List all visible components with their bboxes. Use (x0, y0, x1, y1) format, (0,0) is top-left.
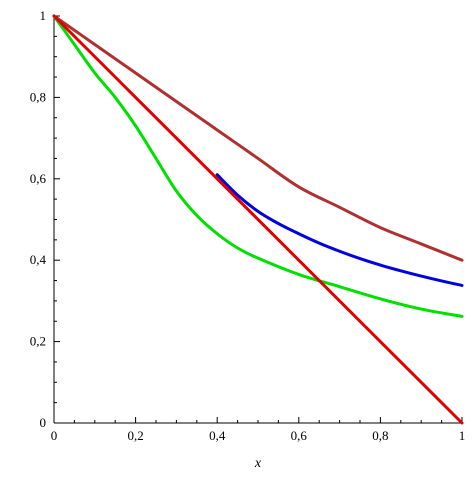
series-line-red (52, 14, 464, 425)
x-axis-title: x (254, 456, 262, 471)
series-line-brown (52, 14, 464, 262)
x-tick-label: 0,6 (291, 428, 308, 443)
series-line-blue (215, 173, 464, 287)
y-tick-label: 1 (40, 8, 47, 23)
series-line-green (52, 14, 464, 318)
x-tick-label: 0 (51, 428, 58, 443)
axes (53, 15, 463, 424)
y-tick-label: 0,6 (30, 171, 47, 186)
y-tick-label: 0 (40, 415, 47, 430)
y-tick-label: 0,8 (30, 89, 46, 104)
y-tick-label: 0,4 (30, 252, 47, 267)
x-tick-label: 0,8 (372, 428, 388, 443)
tick-labels: 0 0,2 0,4 0,6 0,8 1 0 0,2 0,4 0,6 0,8 1 (30, 8, 466, 443)
y-tick-label: 0,2 (30, 334, 46, 349)
x-tick-label: 0,4 (209, 428, 226, 443)
x-tick-label: 0,2 (127, 428, 143, 443)
x-tick-label: 1 (459, 428, 466, 443)
series-lines (52, 14, 464, 425)
